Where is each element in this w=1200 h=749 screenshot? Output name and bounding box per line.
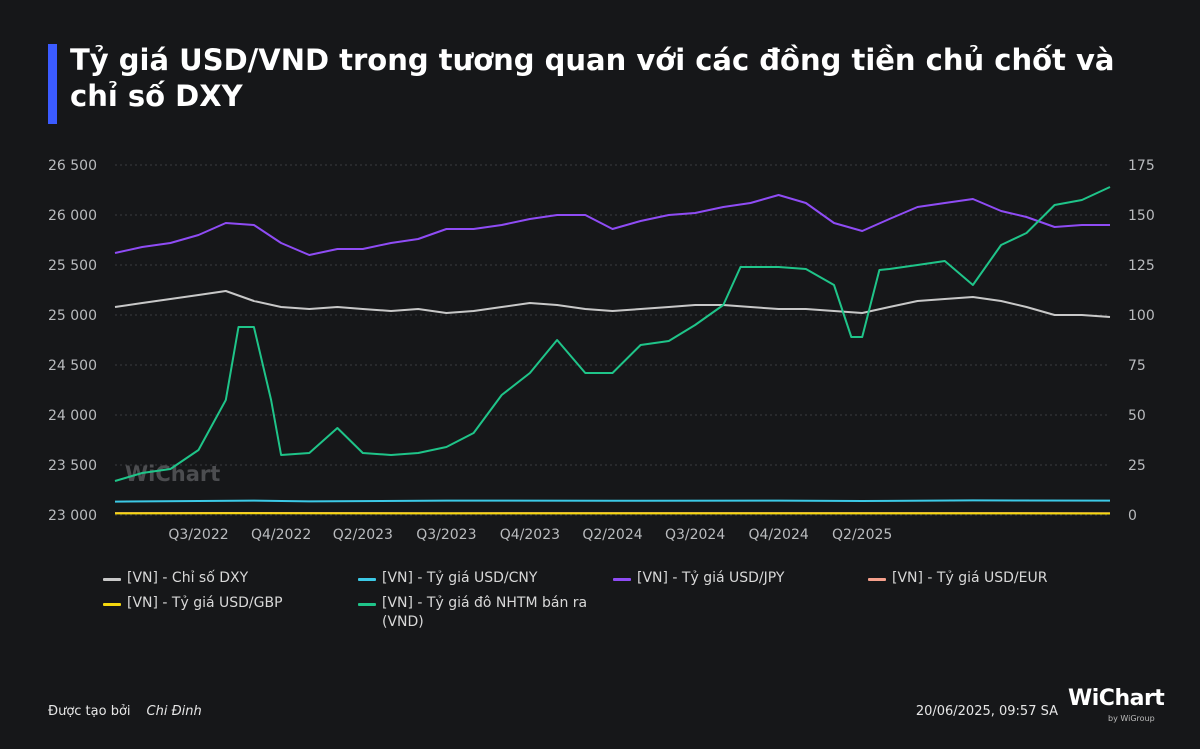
chart-title: Tỷ giá USD/VND trong tương quan với các …	[70, 43, 1115, 113]
title-accent-bar	[48, 44, 57, 124]
y-left-tick-label: 23 000	[48, 508, 97, 524]
series-line	[114, 186, 1111, 482]
legend-item-dxy[interactable]: [VN] - Chỉ số DXY	[127, 570, 249, 586]
y-right-tick-label: 100	[1128, 308, 1155, 324]
x-tick-label: Q4/2023	[500, 527, 560, 543]
legend-item-eur[interactable]: [VN] - Tỷ giá USD/EUR	[892, 570, 1048, 586]
y-left-tick-label: 24 000	[48, 408, 97, 424]
x-tick-label: Q4/2022	[251, 527, 311, 543]
x-tick-label: Q2/2023	[333, 527, 393, 543]
legend-swatch-cny	[358, 578, 376, 581]
y-left-tick-label: 23 500	[48, 458, 97, 474]
y-right-tick-label: 175	[1128, 158, 1155, 174]
legend-item-jpy[interactable]: [VN] - Tỷ giá USD/JPY	[637, 570, 785, 586]
y-right-tick-label: 0	[1128, 508, 1137, 524]
x-tick-label: Q4/2024	[748, 527, 808, 543]
legend-swatch-dxy	[103, 578, 121, 581]
legend-item-nhtm[interactable]: [VN] - Tỷ giá đô NHTM bán ra (VND)	[382, 595, 588, 630]
footer-credit: Được tạo bởi Chi Đinh	[48, 704, 202, 719]
series-line	[114, 499, 1111, 503]
y-left-tick-label: 25 000	[48, 308, 97, 324]
series-line	[114, 194, 1110, 256]
legend-swatch-gbp	[103, 603, 121, 606]
legend-swatch-eur	[868, 578, 886, 581]
legend-item-cny[interactable]: [VN] - Tỷ giá USD/CNY	[382, 570, 538, 586]
x-tick-label: Q2/2024	[582, 527, 642, 543]
y-left-tick-label: 26 500	[48, 158, 97, 174]
footer-timestamp: 20/06/2025, 09:57 SA	[915, 704, 1058, 719]
x-tick-label: Q2/2025	[832, 527, 892, 543]
y-right-tick-label: 150	[1128, 208, 1155, 224]
y-left-tick-label: 24 500	[48, 358, 97, 374]
y-right-tick-label: 75	[1128, 358, 1146, 374]
y-left-tick-label: 25 500	[48, 258, 97, 274]
author-name: Chi Đinh	[146, 704, 202, 719]
created-by-label: Được tạo bởi	[48, 704, 131, 719]
legend-swatch-nhtm	[358, 603, 376, 606]
legend-swatch-jpy	[613, 578, 631, 581]
y-left-tick-label: 26 000	[48, 208, 97, 224]
wichart-logo[interactable]: WiChart by WiGroup	[1068, 686, 1165, 723]
x-tick-label: Q3/2024	[665, 527, 725, 543]
y-right-tick-label: 25	[1128, 458, 1146, 474]
logo-text: WiChart	[1068, 686, 1165, 711]
series-line	[114, 290, 1111, 318]
logo-subtext: by WiGroup	[1108, 714, 1155, 723]
y-right-tick-label: 125	[1128, 258, 1155, 274]
y-right-tick-label: 50	[1128, 408, 1146, 424]
x-tick-label: Q3/2022	[168, 527, 228, 543]
legend-item-gbp[interactable]: [VN] - Tỷ giá USD/GBP	[127, 595, 283, 611]
x-tick-label: Q3/2023	[416, 527, 476, 543]
